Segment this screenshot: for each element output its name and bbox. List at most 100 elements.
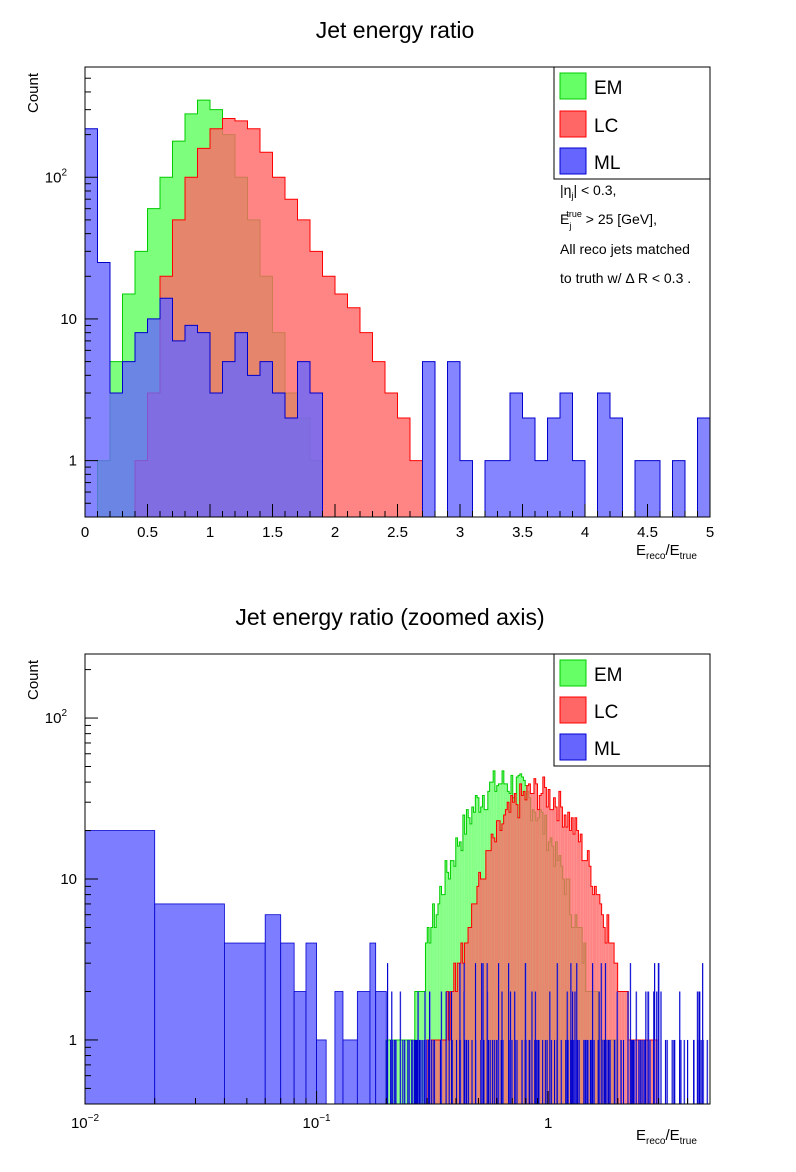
top-legend-label-ml: ML (594, 153, 620, 174)
top-x-tick-label: 0 (81, 524, 89, 541)
bottom-bar-lc (646, 1039, 648, 1104)
top-bar-ml (260, 361, 273, 517)
bottom-bar-em (455, 837, 458, 1104)
bottom-bar-lc (496, 820, 499, 1104)
top-y-axis-label: Count (25, 72, 42, 113)
bottom-bar-lc (544, 787, 547, 1104)
bottom-bar-ml (356, 991, 371, 1105)
top-bar-lc (360, 332, 373, 517)
bottom-bar-lc (553, 797, 556, 1104)
top-x-tick-label: 3.5 (512, 524, 533, 541)
bottom-plot-area: 10−2 10−1 1 1 10 102 (45, 653, 711, 1132)
top-bar-ml (97, 262, 110, 517)
top-bar-ml (122, 361, 135, 517)
bottom-bar-lc (537, 809, 540, 1104)
bottom-bar-lc (628, 1039, 631, 1104)
bottom-y-axis: 1 10 102 (45, 669, 98, 1105)
bottom-bar-lc (446, 991, 449, 1104)
top-bar-lc (385, 393, 398, 517)
bottom-outline-lc (426, 776, 660, 1104)
bottom-bar-lc (507, 802, 509, 1104)
bottom-bar-lc (610, 943, 613, 1104)
bottom-bar-em (446, 872, 449, 1104)
bottom-bar-ml (334, 991, 344, 1105)
bottom-bar-em (388, 1039, 390, 1104)
top-x-axis-label: Ereco/Etrue (636, 542, 697, 562)
top-bar-ml (197, 332, 210, 517)
bottom-bar-lc (530, 793, 533, 1104)
bottom-bar-lc (539, 795, 542, 1104)
top-bar-ml (510, 393, 523, 517)
bottom-bar-lc (487, 850, 490, 1104)
bottom-bar-lc (601, 914, 604, 1104)
bottom-bar-lc (617, 991, 620, 1104)
bottom-bar-em (437, 903, 440, 1104)
top-y-axis: 1 10 102 (45, 66, 98, 518)
bottom-bar-ml (224, 942, 266, 1105)
bottom-bar-lc (532, 793, 534, 1104)
top-bar-ml (460, 460, 473, 517)
top-bar-lc (335, 293, 348, 517)
bottom-bar-lc (489, 850, 492, 1104)
bottom-bar-lc (637, 1039, 640, 1104)
bottom-bar-lc (510, 795, 513, 1104)
top-bar-ml (497, 460, 510, 517)
top-bar-ml (572, 460, 585, 517)
bottom-bar-lc (624, 991, 627, 1104)
bottom-legend: EM LC ML (553, 653, 711, 767)
top-legend-label-lc: LC (594, 116, 618, 137)
bottom-bar-lc (508, 812, 511, 1104)
bottom-bar-ml (280, 942, 295, 1105)
bottom-bar-lc (460, 943, 463, 1104)
bottom-bar-ml (305, 942, 317, 1105)
bottom-bar-lc (516, 804, 518, 1104)
bottom-bar-lc (587, 850, 590, 1104)
top-bar-ml (672, 460, 685, 517)
bottom-bar-lc (585, 860, 588, 1104)
top-x-tick-label: 4.5 (637, 524, 658, 541)
top-bar-ml (597, 393, 610, 517)
bottom-bar-lc (468, 927, 470, 1104)
bottom-bar-ml (316, 1039, 327, 1105)
bottom-bar-lc (573, 834, 575, 1104)
bottom-legend-label-em: EM (594, 665, 623, 686)
top-bar-ml (285, 417, 298, 517)
top-bar-ml (310, 393, 323, 517)
bottom-bar-lc (437, 1039, 440, 1104)
bottom-bar-ml (375, 991, 387, 1105)
bottom-bar-em (452, 860, 454, 1104)
top-bar-lc (397, 417, 410, 517)
bottom-bar-em (434, 927, 437, 1104)
bottom-bar-lc (525, 799, 527, 1104)
bottom-bar-em (462, 814, 465, 1104)
bottom-bar-em (443, 894, 446, 1104)
top-bar-ml (447, 361, 460, 517)
bottom-y-tick-label: 102 (45, 708, 68, 727)
bottom-bar-em (450, 860, 453, 1104)
bottom-bar-lc (453, 963, 456, 1104)
bottom-bar-ml (264, 914, 282, 1105)
bottom-bar-lc (526, 785, 529, 1104)
bottom-bar-lc (469, 927, 472, 1104)
bottom-bar-lc (614, 963, 616, 1104)
bottom-bar-lc (541, 793, 543, 1104)
bottom-bar-lc (500, 830, 502, 1104)
bottom-bar-lc (476, 886, 479, 1104)
top-x-tick-label: 5 (706, 524, 714, 541)
top-bar-lc (322, 276, 335, 517)
top-legend-swatch-lc (559, 110, 587, 138)
top-bar-lc (347, 307, 360, 517)
bottom-y-axis-label: Count (25, 659, 42, 700)
bottom-bar-lc (491, 834, 493, 1104)
bottom-bar-em (409, 1039, 412, 1104)
top-chart-title: Jet energy ratio (316, 17, 475, 43)
bottom-bar-lc (548, 789, 550, 1104)
bottom-bar-lc (589, 866, 591, 1104)
top-series-ml (84, 128, 710, 518)
top-legend: EM LC ML (553, 66, 711, 180)
bottom-bar-lc (432, 1039, 435, 1104)
bottom-bar-lc (590, 886, 593, 1104)
bottom-bar-lc (542, 777, 545, 1104)
bottom-bar-ml (154, 903, 225, 1105)
bottom-bar-lc (619, 991, 622, 1104)
